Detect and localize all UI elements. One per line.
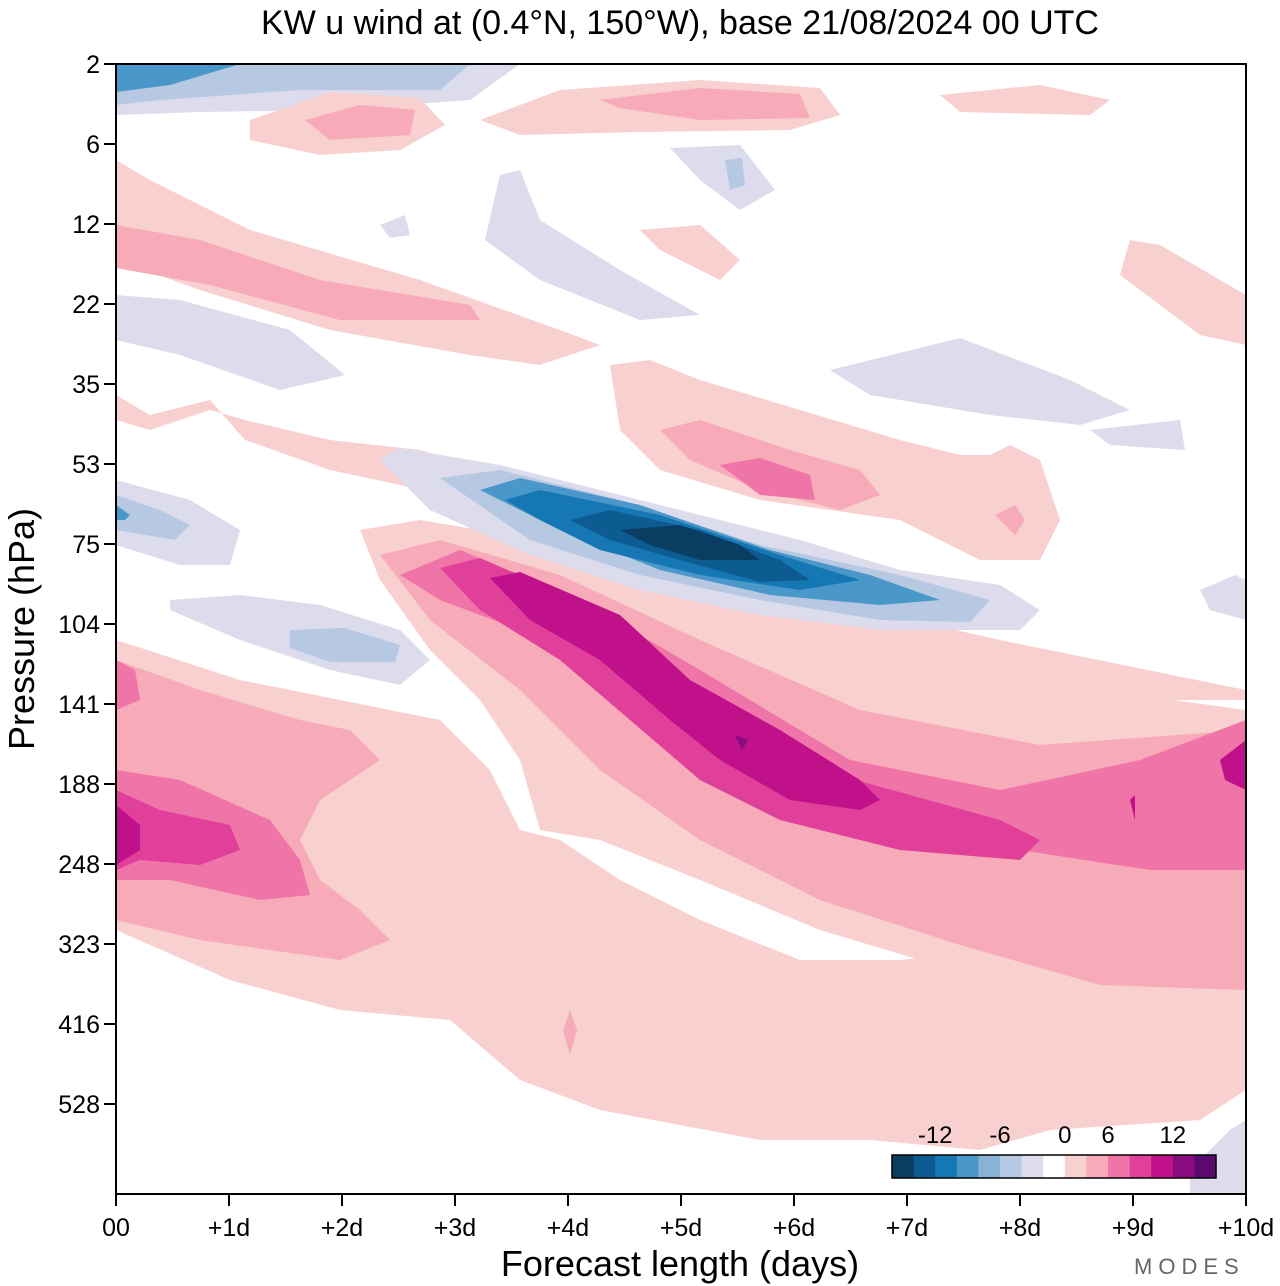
contour-neg-left-4 [116,495,190,540]
colorbar: -12 -6 0 6 12 [891,1122,1217,1179]
x-tick-label: +7d [886,1214,928,1242]
colorbar-tick-label: -6 [989,1122,1010,1149]
contour-pos-strip-4 [995,505,1025,535]
y-tick-label: 2 [86,51,100,79]
contour-neg-mid-1 [116,295,345,390]
contour-pos-main-7 [735,735,748,750]
colorbar-frame [891,1154,1217,1179]
chart-title: KW u wind at (0.4°N, 150°W), base 21/08/… [261,4,1099,42]
y-tick-label: 53 [72,451,100,479]
colorbar-swatch [1194,1155,1217,1178]
x-axis: 00 +1d +2d +3d +4d +5d +6d +7d +8d +9d +10d [102,1194,1274,1242]
y-tick-label: 22 [72,291,100,319]
y-tick-label: 141 [58,691,100,719]
contour-neg-mid-4 [725,158,745,190]
contour-fills [116,64,1246,1194]
contour-neg-right-1 [1200,575,1246,620]
y-tick-label: 323 [58,931,100,959]
x-tick-label: +3d [434,1214,476,1242]
y-axis-label: Pressure (hPa) [1,508,42,750]
colorbar-tick-label: 6 [1101,1122,1114,1149]
contour-pos-left-5 [116,660,140,710]
y-tick-label: 416 [58,1011,100,1039]
colorbar-swatch [1151,1155,1174,1178]
colorbar-swatch [913,1155,936,1178]
colorbar-swatch [935,1155,958,1178]
colorbar-swatch [1043,1155,1066,1178]
colorbar-swatch [1086,1155,1109,1178]
colorbar-swatch [978,1155,1001,1178]
colorbar-swatch [1064,1155,1087,1178]
x-axis-label: Forecast length (days) [501,1243,859,1284]
x-tick-label: +9d [1112,1214,1154,1242]
colorbar-tick-label: 0 [1058,1122,1071,1149]
contour-pos-right-2 [640,225,740,280]
contour-pos-upper-2 [116,225,480,320]
y-tick-label: 12 [72,211,100,239]
x-tick-label: +10d [1218,1214,1274,1242]
y-tick-label: 75 [72,531,100,559]
y-tick-label: 104 [58,611,100,639]
contour-pos-main-8 [1220,740,1246,790]
colorbar-swatch [1108,1155,1131,1178]
contour-pos-top-4 [600,88,810,120]
x-tick-label: +6d [773,1214,815,1242]
y-tick-label: 35 [72,371,100,399]
contour-neg-left-5 [116,505,130,520]
x-tick-label: 00 [102,1214,130,1242]
colorbar-swatch [1000,1155,1023,1178]
colorbar-tick-label: 12 [1159,1122,1186,1149]
contour-pos-spot-1 [563,1010,577,1055]
contour-neg-mid-7 [1090,420,1185,450]
x-tick-label: +8d [999,1214,1041,1242]
colorbar-swatch [892,1155,915,1178]
contour-pos-main-9 [1130,795,1135,820]
contour-pos-main-6 [490,572,880,810]
brand-logo: MODES [1134,1254,1245,1279]
y-axis: 2 6 12 22 35 53 75 104 141 188 248 323 416 528 [58,51,116,1119]
x-tick-label: +1d [208,1214,250,1242]
x-tick-label: +5d [660,1214,702,1242]
colorbar-swatch [1172,1155,1195,1178]
contour-neg-top-3 [116,64,240,92]
contour-pos-left-3 [116,790,240,870]
colorbar-tick-label: -12 [918,1122,953,1149]
contour-pos-right-1 [1120,240,1246,345]
contour-neg-mid-5 [830,338,1130,425]
contour-neg-mid-2 [485,170,700,320]
y-tick-label: 6 [86,131,100,159]
y-tick-label: 248 [58,851,100,879]
contour-pos-strip-3 [720,458,815,500]
contour-pos-strip-1 [610,360,1060,560]
contour-pos-top-2 [305,105,415,140]
contour-pos-top-5 [940,85,1110,115]
contour-neg-band-6 [620,525,760,560]
x-tick-label: +4d [547,1214,589,1242]
contour-pos-left-1 [116,660,390,960]
contour-neg-left-2 [290,628,400,662]
x-tick-label: +2d [321,1214,363,1242]
plot-area [115,63,1247,1195]
contour-pos-left-4 [116,805,140,865]
y-tick-label: 528 [58,1091,100,1119]
colorbar-swatch [1129,1155,1152,1178]
colorbar-swatch [1021,1155,1044,1178]
colorbar-swatch [956,1155,979,1178]
contour-neg-mid-3 [670,145,775,210]
contour-pos-upper-1 [116,160,600,365]
y-tick-label: 188 [58,771,100,799]
contour-neg-mid-6 [380,215,410,238]
